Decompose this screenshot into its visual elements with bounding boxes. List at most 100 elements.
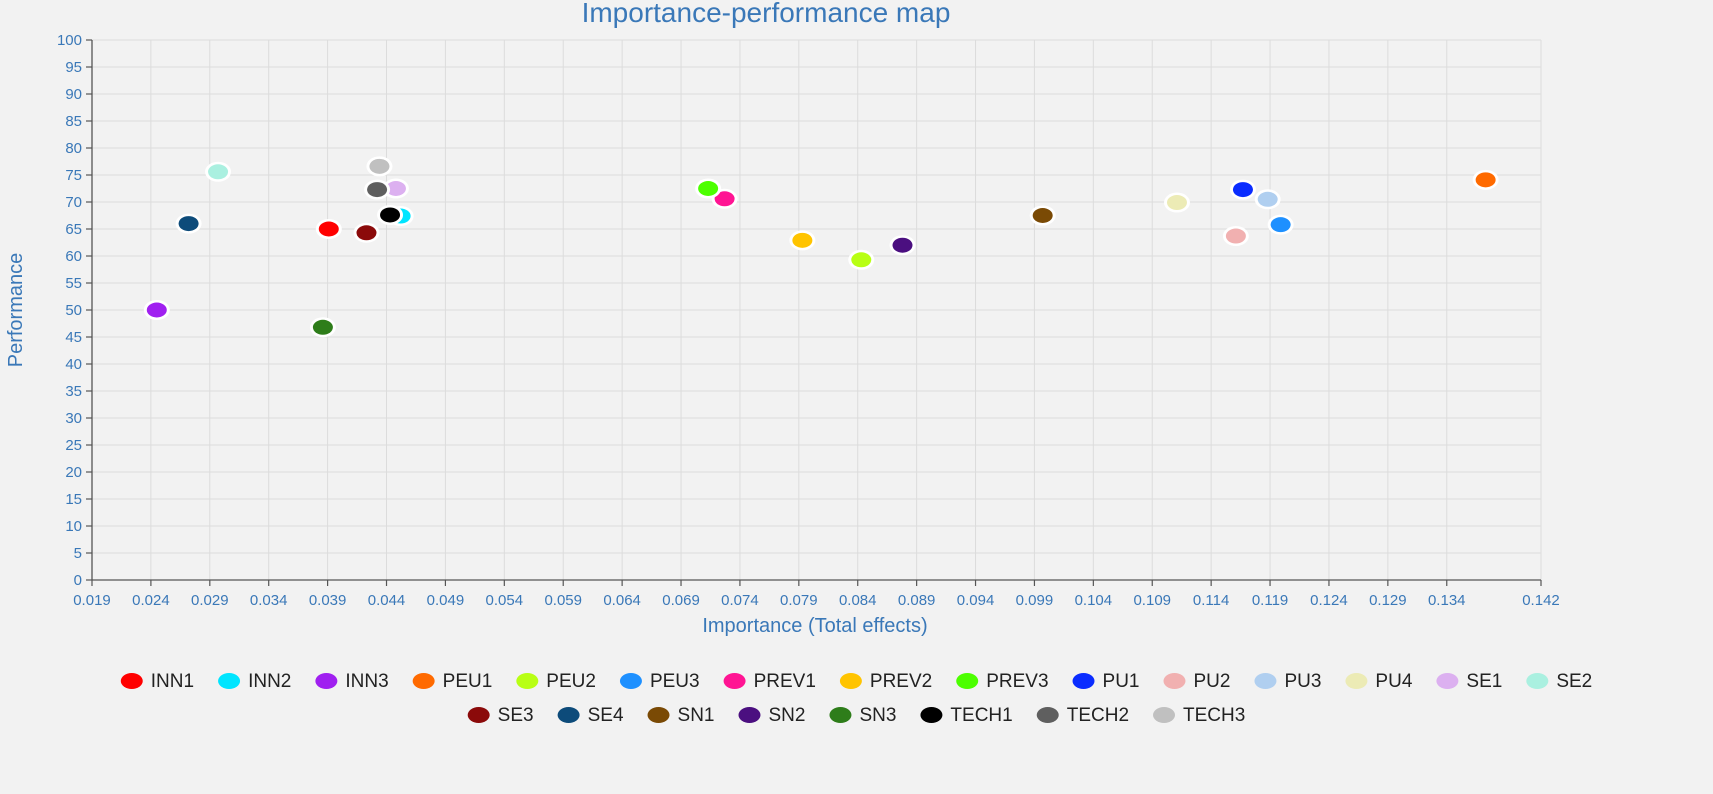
- legend-marker-inn3[interactable]: [315, 673, 338, 689]
- y-tick-label: 10: [65, 518, 82, 535]
- legend-label-se1[interactable]: SE1: [1466, 671, 1502, 692]
- point-tech1[interactable]: [380, 207, 401, 223]
- legend-label-peu3[interactable]: PEU3: [650, 671, 700, 692]
- legend-label-se2[interactable]: SE2: [1556, 671, 1592, 692]
- legend-label-inn1[interactable]: INN1: [151, 671, 194, 692]
- legend-marker-pu4[interactable]: [1345, 673, 1368, 689]
- point-inn1[interactable]: [318, 221, 339, 237]
- legend-marker-peu3[interactable]: [619, 673, 642, 689]
- point-se4[interactable]: [178, 216, 199, 232]
- legend-marker-sn1[interactable]: [647, 707, 670, 723]
- x-tick-label: 0.084: [839, 592, 877, 609]
- legend-label-pu4[interactable]: PU4: [1375, 671, 1412, 692]
- y-tick-label: 95: [65, 59, 82, 76]
- y-tick-label: 65: [65, 221, 82, 238]
- legend-marker-peu1[interactable]: [412, 673, 435, 689]
- point-se1[interactable]: [385, 181, 406, 196]
- point-prev3[interactable]: [698, 181, 719, 196]
- legend-marker-prev2[interactable]: [839, 673, 862, 689]
- x-tick-label: 0.142: [1522, 592, 1560, 609]
- x-tick-label: 0.119: [1252, 592, 1288, 609]
- legend-marker-inn1[interactable]: [120, 673, 143, 689]
- legend-label-pu3[interactable]: PU3: [1284, 671, 1321, 692]
- legend-marker-se4[interactable]: [557, 707, 580, 723]
- x-tick-label: 0.104: [1075, 592, 1113, 609]
- point-prev1[interactable]: [714, 191, 735, 207]
- x-tick-label: 0.034: [250, 592, 288, 609]
- grid-layer: [92, 39, 1542, 580]
- point-pu2[interactable]: [1225, 228, 1246, 244]
- x-tick-label: 0.064: [603, 592, 641, 609]
- point-pu1[interactable]: [1232, 182, 1253, 198]
- legend-marker-se3[interactable]: [467, 707, 490, 723]
- legend-marker-tech1[interactable]: [920, 707, 943, 723]
- x-tick-label: 0.059: [544, 592, 582, 609]
- legend-label-tech2[interactable]: TECH2: [1067, 705, 1129, 726]
- legend-marker-pu3[interactable]: [1254, 673, 1277, 689]
- y-tick-label: 60: [65, 248, 82, 265]
- legend-label-prev1[interactable]: PREV1: [754, 671, 816, 692]
- point-tech2[interactable]: [367, 182, 388, 198]
- x-tick-label: 0.134: [1428, 592, 1466, 609]
- legend-marker-peu2[interactable]: [516, 673, 539, 689]
- legend-label-inn2[interactable]: INN2: [248, 671, 291, 692]
- y-tick-label: 15: [65, 491, 82, 508]
- y-tick-label: 55: [65, 275, 82, 292]
- legend-marker-inn2[interactable]: [218, 673, 241, 689]
- point-peu1[interactable]: [1475, 172, 1496, 188]
- legend-label-inn3[interactable]: INN3: [345, 671, 388, 692]
- point-prev2[interactable]: [792, 232, 813, 248]
- point-se2[interactable]: [208, 164, 229, 180]
- points-layer: [143, 156, 1499, 338]
- y-tick-label: 35: [65, 383, 82, 400]
- legend-marker-tech3[interactable]: [1153, 707, 1176, 723]
- legend-label-sn1[interactable]: SN1: [678, 705, 715, 726]
- x-tick-label: 0.114: [1193, 592, 1229, 609]
- legend-marker-sn3[interactable]: [829, 707, 852, 723]
- legend-marker-pu1[interactable]: [1072, 673, 1095, 689]
- point-sn3[interactable]: [312, 319, 333, 335]
- x-tick-label: 0.079: [780, 592, 818, 609]
- y-tick-label: 75: [65, 167, 82, 184]
- x-tick-label: 0.074: [721, 592, 759, 609]
- legend-label-sn2[interactable]: SN2: [768, 705, 805, 726]
- legend-marker-se2[interactable]: [1526, 673, 1549, 689]
- legend-label-prev3[interactable]: PREV3: [986, 671, 1048, 692]
- legend-marker-prev1[interactable]: [723, 673, 746, 689]
- y-tick-label: 90: [65, 86, 82, 103]
- legend-label-pu2[interactable]: PU2: [1193, 671, 1230, 692]
- legend-label-peu1[interactable]: PEU1: [443, 671, 493, 692]
- legend-label-pu1[interactable]: PU1: [1103, 671, 1140, 692]
- legend-label-prev2[interactable]: PREV2: [870, 671, 932, 692]
- legend-label-se4[interactable]: SE4: [588, 705, 624, 726]
- point-peu3[interactable]: [1270, 217, 1291, 233]
- legend-marker-tech2[interactable]: [1036, 707, 1059, 723]
- point-pu4[interactable]: [1166, 195, 1187, 211]
- axis-layer: 0 5 10 15 20 25 30 35 40 45 50 55 60 65 70 75 80 85 90 95 10…: [57, 32, 1560, 609]
- y-axis-label: Performance: [5, 253, 27, 368]
- legend-marker-prev3[interactable]: [956, 673, 979, 689]
- point-sn2[interactable]: [892, 237, 913, 253]
- x-tick-label: 0.019: [73, 592, 111, 609]
- legend-label-sn3[interactable]: SN3: [859, 705, 896, 726]
- point-pu3[interactable]: [1257, 191, 1278, 207]
- point-tech3[interactable]: [369, 158, 390, 174]
- point-se3[interactable]: [356, 225, 377, 241]
- point-sn1[interactable]: [1032, 208, 1053, 223]
- legend-label-tech3[interactable]: TECH3: [1183, 705, 1245, 726]
- point-peu2[interactable]: [851, 252, 872, 268]
- x-tick-label: 0.109: [1133, 592, 1171, 609]
- x-tick-label: 0.049: [427, 592, 465, 609]
- x-tick-label: 0.089: [898, 592, 936, 609]
- point-inn3[interactable]: [146, 302, 167, 318]
- y-tick-label: 100: [57, 32, 82, 49]
- legend-marker-sn2[interactable]: [738, 707, 761, 723]
- y-tick-label: 80: [65, 140, 82, 157]
- x-tick-label: 0.029: [191, 592, 229, 609]
- legend-marker-pu2[interactable]: [1163, 673, 1186, 689]
- legend-label-peu2[interactable]: PEU2: [546, 671, 596, 692]
- legend-label-tech1[interactable]: TECH1: [950, 705, 1012, 726]
- legend-label-se3[interactable]: SE3: [498, 705, 534, 726]
- legend-marker-se1[interactable]: [1436, 673, 1459, 689]
